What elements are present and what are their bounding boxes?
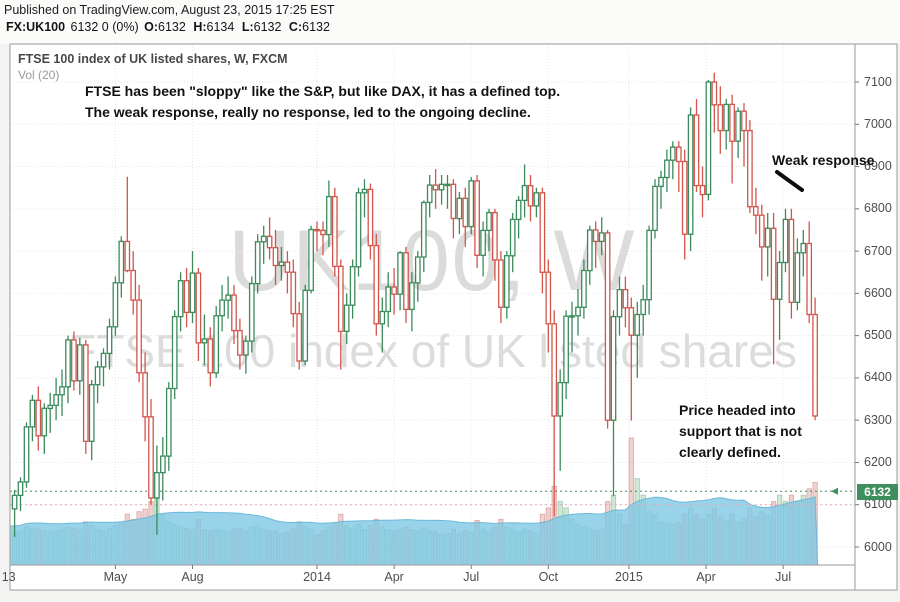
annotation-weak-response: Weak response [772, 152, 875, 168]
annotation-support-line1: Price headed into [679, 402, 796, 418]
annotation-top-line1: FTSE has been "sloppy" like the S&P, but… [85, 83, 561, 99]
price-scale-label: 6200 [864, 454, 892, 469]
close-value: 6132 [302, 20, 330, 34]
published-line: Published on TradingView.com, August 23,… [4, 3, 335, 17]
time-scale-label: Jul [775, 570, 792, 584]
annotation-support-line3: clearly defined. [679, 444, 781, 460]
price-scale-label: 6500 [864, 328, 892, 343]
last-price-tag: 6132 [857, 484, 898, 500]
time-scale-label: May [103, 570, 128, 584]
time-scale-label: 2014 [303, 570, 331, 584]
price-scale-label: 6700 [864, 243, 892, 258]
open-value: 6132 [158, 20, 186, 34]
quote-change: 6132 0 (0%) [70, 20, 139, 34]
price-scale-label: 6000 [864, 539, 892, 554]
open-label: O: [144, 20, 159, 34]
quote-line: FX:UK100 6132 0 (0%) O:6132 H:6134 L:613… [6, 20, 334, 34]
watermark-description: FTSE 100 index of UK listed shares [68, 325, 797, 377]
time-scale-label: Apr [696, 570, 716, 584]
time-scale-label: Aug [181, 570, 204, 584]
watermark-symbol: UK100, W [228, 213, 637, 309]
time-scale-label: Oct [538, 570, 559, 584]
header-band: Published on TradingView.com, August 23,… [0, 0, 900, 44]
annotation-support: Price headed into support that is not cl… [679, 400, 802, 463]
high-value: 6134 [206, 20, 235, 34]
annotation-top-line2: The weak response, really no response, l… [85, 104, 531, 120]
time-scale-label: 13 [1, 570, 16, 584]
price-scale-label: 6100 [864, 497, 892, 512]
time-scale-label: Jul [463, 570, 480, 584]
low-label: L: [241, 20, 254, 34]
price-scale-label: 6900 [864, 159, 892, 174]
chart-legend-title: FTSE 100 index of UK listed shares, W, F… [18, 52, 288, 66]
low-value: 6132 [253, 20, 282, 34]
time-scale-label: 2015 [615, 570, 643, 584]
annotation-top: FTSE has been "sloppy" like the S&P, but… [85, 81, 560, 123]
price-scale-label: 7000 [864, 116, 892, 131]
price-scale-label: 7100 [864, 74, 892, 89]
high-label: H: [193, 20, 207, 34]
volume-indicator-label: Vol (20) [18, 68, 60, 82]
time-scale-label: Apr [384, 570, 404, 584]
price-scale-label: 6800 [864, 201, 892, 216]
price-scale-label: 6300 [864, 412, 892, 427]
price-scale-label: 6400 [864, 370, 892, 385]
annotation-support-line2: support that is not [679, 423, 802, 439]
price-scale-label: 6600 [864, 285, 892, 300]
symbol-label: FX:UK100 [6, 20, 66, 34]
close-label: C: [288, 20, 303, 34]
